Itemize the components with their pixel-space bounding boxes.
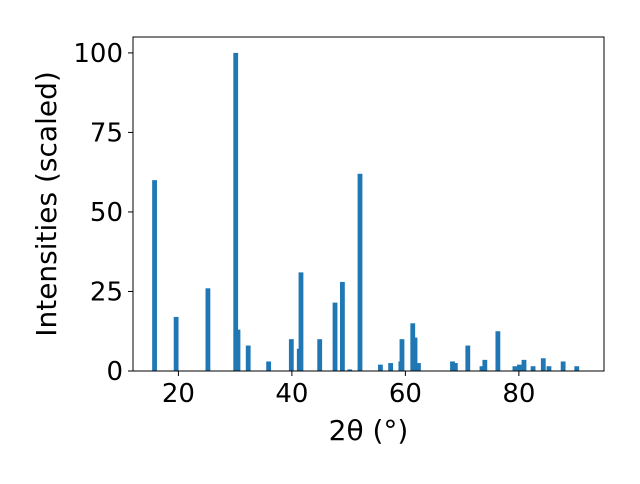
bar	[205, 288, 211, 371]
bar	[388, 363, 394, 371]
y-tick-label: 100	[73, 39, 123, 69]
bars-layer	[152, 52, 580, 372]
x-tick-label: 60	[389, 379, 422, 409]
bar	[233, 52, 239, 372]
bar	[399, 339, 405, 371]
bar	[495, 331, 501, 371]
bar	[298, 272, 304, 371]
x-tick-label: 20	[162, 379, 195, 409]
bar	[378, 364, 383, 371]
bar	[288, 339, 294, 371]
bar	[574, 366, 580, 371]
bar	[560, 361, 566, 371]
bar	[332, 302, 338, 371]
y-tick-label: 25	[90, 277, 123, 307]
plot-frame	[132, 36, 605, 372]
bar	[245, 345, 251, 371]
bar	[452, 363, 458, 371]
bar	[357, 173, 363, 371]
bar	[530, 366, 536, 371]
bar	[512, 366, 518, 371]
bar	[340, 281, 345, 371]
bar	[266, 361, 272, 371]
bar	[347, 369, 353, 371]
bar	[317, 339, 323, 371]
x-axis-label: 2θ (°)	[329, 414, 409, 447]
x-tick-label: 80	[502, 379, 535, 409]
bar	[540, 358, 546, 371]
y-tick-label: 75	[90, 118, 123, 148]
y-tick-label: 0	[106, 357, 123, 387]
y-axis-label: Intensities (scaled)	[30, 71, 63, 337]
bar	[416, 363, 421, 371]
bar	[235, 329, 241, 371]
x-tick-label: 40	[275, 379, 308, 409]
bar	[412, 337, 418, 371]
bar	[517, 364, 522, 371]
bar	[450, 361, 455, 371]
y-tick-label: 50	[90, 198, 123, 228]
ticks-layer: 20 40 60 80 0 25 50 75 100	[73, 39, 535, 409]
bar	[521, 359, 527, 371]
bar	[546, 366, 552, 371]
bar	[465, 345, 471, 371]
bar	[173, 316, 179, 371]
bar	[152, 180, 157, 371]
bar	[482, 359, 488, 371]
bar	[479, 366, 485, 371]
